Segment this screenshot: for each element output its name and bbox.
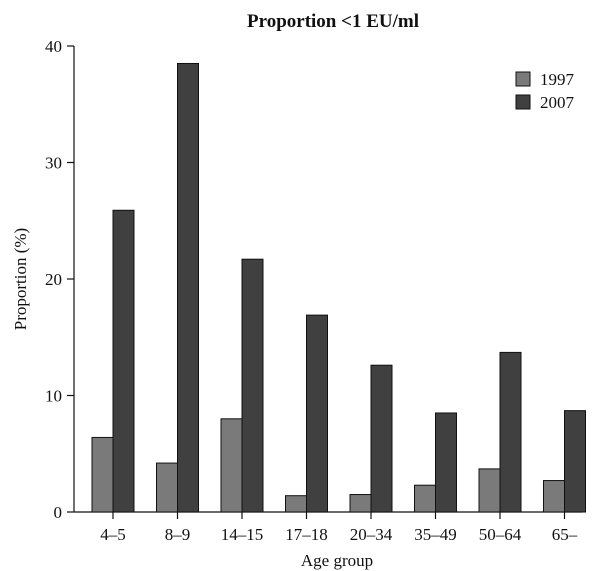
legend-label-1997: 1997 xyxy=(540,70,575,89)
bar-1997-6 xyxy=(414,484,436,513)
bars xyxy=(91,62,586,513)
y-tick-label: 10 xyxy=(45,387,62,406)
bar-2007-2 xyxy=(177,62,199,513)
y-tick-label: 30 xyxy=(45,154,62,173)
x-tick-label: 65– xyxy=(552,525,578,544)
bar-2007-6 xyxy=(435,412,457,513)
y-tick-label: 20 xyxy=(45,270,62,289)
y-axis-label: Proportion (%) xyxy=(11,228,30,330)
bar-2007-4 xyxy=(306,314,328,513)
y-tick-label: 0 xyxy=(54,503,63,522)
legend: 1997 2007 xyxy=(515,70,575,112)
x-tick-label: 35–49 xyxy=(414,525,457,544)
legend-swatch-2007 xyxy=(515,94,531,110)
x-tick-label: 4–5 xyxy=(100,525,126,544)
legend-label-2007: 2007 xyxy=(540,93,575,112)
y-ticks: 0 10 20 30 40 xyxy=(45,37,74,522)
bar-1997-3 xyxy=(220,418,243,513)
bar-1997-5 xyxy=(349,494,372,513)
bar-2007-1 xyxy=(112,209,135,513)
x-tick-label: 8–9 xyxy=(165,525,191,544)
x-tick-label: 20–34 xyxy=(350,525,393,544)
x-axis-label: Age group xyxy=(301,551,373,570)
bar-1997-7 xyxy=(478,468,501,513)
bar-1997-2 xyxy=(156,462,178,513)
bar-2007-3 xyxy=(241,258,264,513)
y-tick-label: 40 xyxy=(45,37,62,56)
bar-2007-5 xyxy=(370,364,393,513)
chart-title: Proportion <1 EU/ml xyxy=(247,11,419,32)
bar-2007-7 xyxy=(499,351,522,513)
x-tick-label: 50–64 xyxy=(479,525,522,544)
bar-1997-8 xyxy=(543,480,565,513)
bar-2007-8 xyxy=(564,410,586,513)
legend-swatch-1997 xyxy=(515,71,531,87)
bar-1997-1 xyxy=(91,436,114,513)
x-ticks: 4–5 8–9 14–15 17–18 20–34 35–49 50–64 65– xyxy=(100,512,578,544)
x-tick-label: 14–15 xyxy=(221,525,264,544)
bar-1997-4 xyxy=(285,495,307,513)
x-tick-label: 17–18 xyxy=(285,525,328,544)
